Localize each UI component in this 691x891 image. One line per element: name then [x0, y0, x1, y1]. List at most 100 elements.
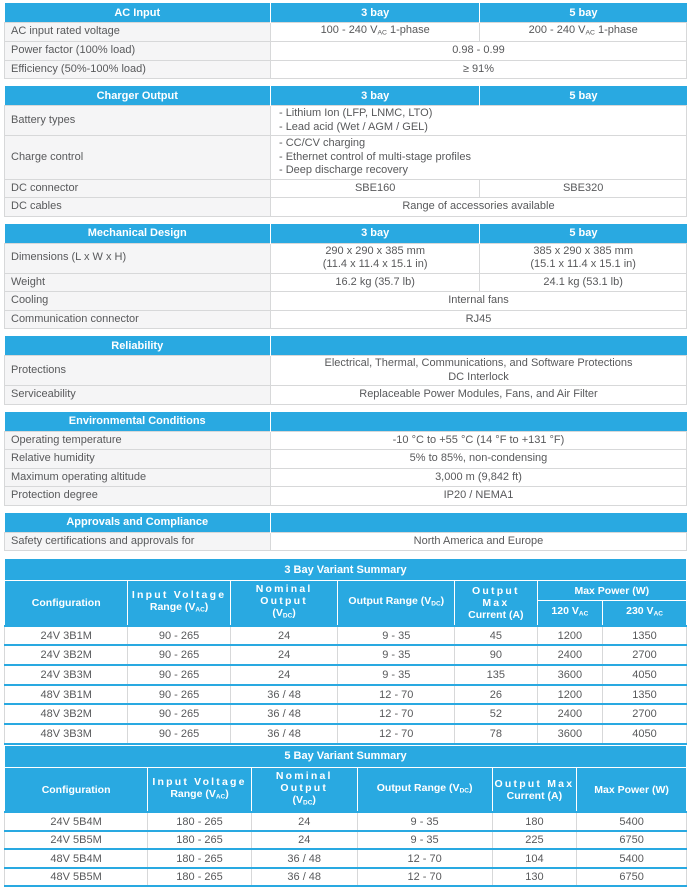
table-title-row: 5 Bay Variant Summary [4, 744, 687, 768]
spec-row-label: Charge control [4, 135, 271, 180]
table-row: Serviceability Replaceable Power Modules,… [4, 385, 688, 405]
table-cell: 24 [229, 644, 339, 666]
table-row: 24V 3B3M 90 - 265 24 9 - 35 135 3600 4050 [3, 664, 687, 685]
table-cell: 2700 [602, 703, 687, 725]
table-cell: 135 [454, 664, 538, 685]
table-row: Protections Electrical, Thermal, Communic… [4, 355, 688, 387]
configuration-cell: 48V 3B1M [3, 683, 129, 705]
spec-table-reliability: Reliability Protections Electrical, Therma… [4, 336, 688, 405]
table-cell: 4050 [602, 664, 687, 685]
table-cell: 90 - 265 [127, 624, 231, 646]
table-row: Safety certifications and approvals for N… [4, 531, 688, 552]
table-row: DC cables Range of accessories available [4, 197, 688, 217]
header-line: Current (A) [506, 789, 563, 802]
table-cell: 104 [491, 848, 578, 868]
table-cell: 9 - 35 [337, 664, 456, 685]
cell-line: - Lithium Ion (LFP, LNMC, LTO) [278, 107, 433, 120]
spec-value: Electrical, Thermal, Communications, and… [269, 355, 688, 387]
variant-table-3-bay: 3 Bay Variant Summary Configuration Input … [3, 558, 688, 744]
table-cell: 9 - 35 [356, 811, 493, 831]
spec-value: RJ45 [269, 309, 688, 330]
header-line: Range (VAC) [170, 787, 229, 801]
table-row: 24V 5B5M 180 - 265 24 9 - 35 225 6750 [3, 829, 687, 850]
spec-value: 290 x 290 x 385 mm (11.4 x 11.4 x 15.1 in… [269, 242, 481, 274]
column-header: Output Max Current (A) [491, 766, 578, 813]
spec-row-label: Communication connector [4, 309, 271, 330]
column-header: Max Power (W) [576, 766, 687, 813]
table-row: 48V 3B2M 90 - 265 36 / 48 12 - 70 52 2400 2700 [3, 703, 687, 725]
table-cell: 90 - 265 [127, 644, 231, 666]
header-line: Range (VAC) [149, 601, 209, 614]
spec-value: IP20 / NEMA1 [269, 486, 688, 506]
cell-line: - Lead acid (Wet / AGM / GEL) [278, 120, 428, 133]
table-row: Charge control - CC/CV charging - Ethernet… [4, 135, 688, 180]
table-cell: 12 - 70 [337, 703, 456, 725]
spec-value: - CC/CV charging - Ethernet control of mu… [269, 135, 688, 180]
table-title: Reliability [4, 336, 271, 356]
cell-line: - Ethernet control of multi-stage profil… [278, 150, 471, 163]
column-subheader: 230 VAC [602, 600, 687, 627]
table-title: 3 Bay Variant Summary [4, 558, 687, 582]
spec-value: 3,000 m (9,842 ft) [269, 467, 688, 488]
table-cell: 36 / 48 [229, 683, 339, 705]
header-line: Max Power (W) [574, 584, 650, 597]
spec-table-charger-output: Charger Output 3 bay 5 bay Battery types - L… [4, 86, 688, 217]
table-cell: 12 - 70 [356, 848, 493, 868]
table-cell: 225 [491, 829, 578, 850]
column-header: Nominal Output (VDC) [250, 766, 358, 813]
table-row: Communication connector RJ45 [4, 309, 688, 330]
table-cell: 90 [454, 644, 538, 666]
table-cell: 5400 [576, 811, 687, 831]
spec-row-label: Safety certifications and approvals for [4, 531, 271, 552]
table-cell: 1350 [602, 683, 687, 705]
cell-line: - CC/CV charging [278, 137, 366, 150]
header-line: Configuration [31, 597, 101, 610]
configuration-cell: 48V 3B2M [3, 703, 129, 725]
column-header: 5 bay [479, 3, 687, 23]
spec-value: 100 - 240 VAC 1-phase [269, 21, 481, 43]
cell-line: (11.4 x 11.4 x 15.1 in) [322, 258, 428, 271]
column-header: 3 bay [269, 223, 480, 244]
table-row: Battery types - Lithium Ion (LFP, LNMC, L… [4, 105, 688, 137]
cell-line: (15.1 x 11.4 x 15.1 in) [530, 258, 636, 271]
table-cell: 9 - 35 [356, 829, 493, 850]
column-header: Input Voltage Range (VAC) [127, 580, 231, 627]
configuration-cell: 24V 5B4M [3, 811, 149, 831]
table-cell: 78 [454, 723, 538, 744]
column-header: 5 bay [479, 86, 687, 106]
column-header-empty [269, 512, 687, 533]
configuration-cell: 48V 5B5M [3, 866, 149, 887]
header-line: Output Range (VDC) [348, 595, 445, 608]
table-cell: 2700 [602, 644, 687, 666]
table-title: Mechanical Design [4, 223, 271, 244]
table-row: Maximum operating altitude 3,000 m (9,842… [4, 467, 688, 488]
header-line: (VDC) [292, 793, 316, 807]
table-header-row: Configuration Input Voltage Range (VAC) Nom… [3, 766, 687, 813]
header-line: Input Voltage [152, 775, 247, 788]
table-cell: 2400 [536, 703, 604, 725]
cell-line: - Deep discharge recovery [278, 164, 408, 177]
column-header: Output Range (VDC) [337, 580, 456, 627]
table-cell: 36 / 48 [229, 703, 339, 725]
column-header: Nominal Output (VDC) [229, 580, 339, 627]
configuration-cell: 48V 3B3M [3, 723, 129, 744]
header-line: Nominal Output [255, 583, 313, 608]
table-title: Approvals and Compliance [4, 512, 271, 533]
table-row: 48V 5B4M 180 - 265 36 / 48 12 - 70 104 5400 [3, 848, 687, 868]
table-header-row: AC Input 3 bay 5 bay [4, 3, 687, 23]
table-row: 24V 5B4M 180 - 265 24 9 - 35 180 5400 [3, 811, 687, 831]
table-cell: 9 - 35 [337, 644, 456, 666]
table-row: 24V 3B2M 90 - 265 24 9 - 35 90 2400 2700 [3, 644, 687, 666]
table-row: Cooling Internal fans [4, 291, 688, 311]
header-line: Output Max [494, 777, 575, 790]
column-header: 3 bay [269, 3, 480, 23]
table-row: 48V 3B1M 90 - 265 36 / 48 12 - 70 26 1200 1350 [3, 683, 687, 705]
table-cell: 180 - 265 [147, 866, 252, 887]
spec-row-label: Operating temperature [4, 430, 271, 451]
table-cell: 12 - 70 [337, 723, 456, 744]
table-title: AC Input [4, 3, 271, 23]
header-line: Max Power (W) [594, 783, 669, 796]
table-header-row: Configuration Input Voltage Range (VAC) Nom… [3, 580, 688, 627]
table-cell: 52 [454, 703, 538, 725]
